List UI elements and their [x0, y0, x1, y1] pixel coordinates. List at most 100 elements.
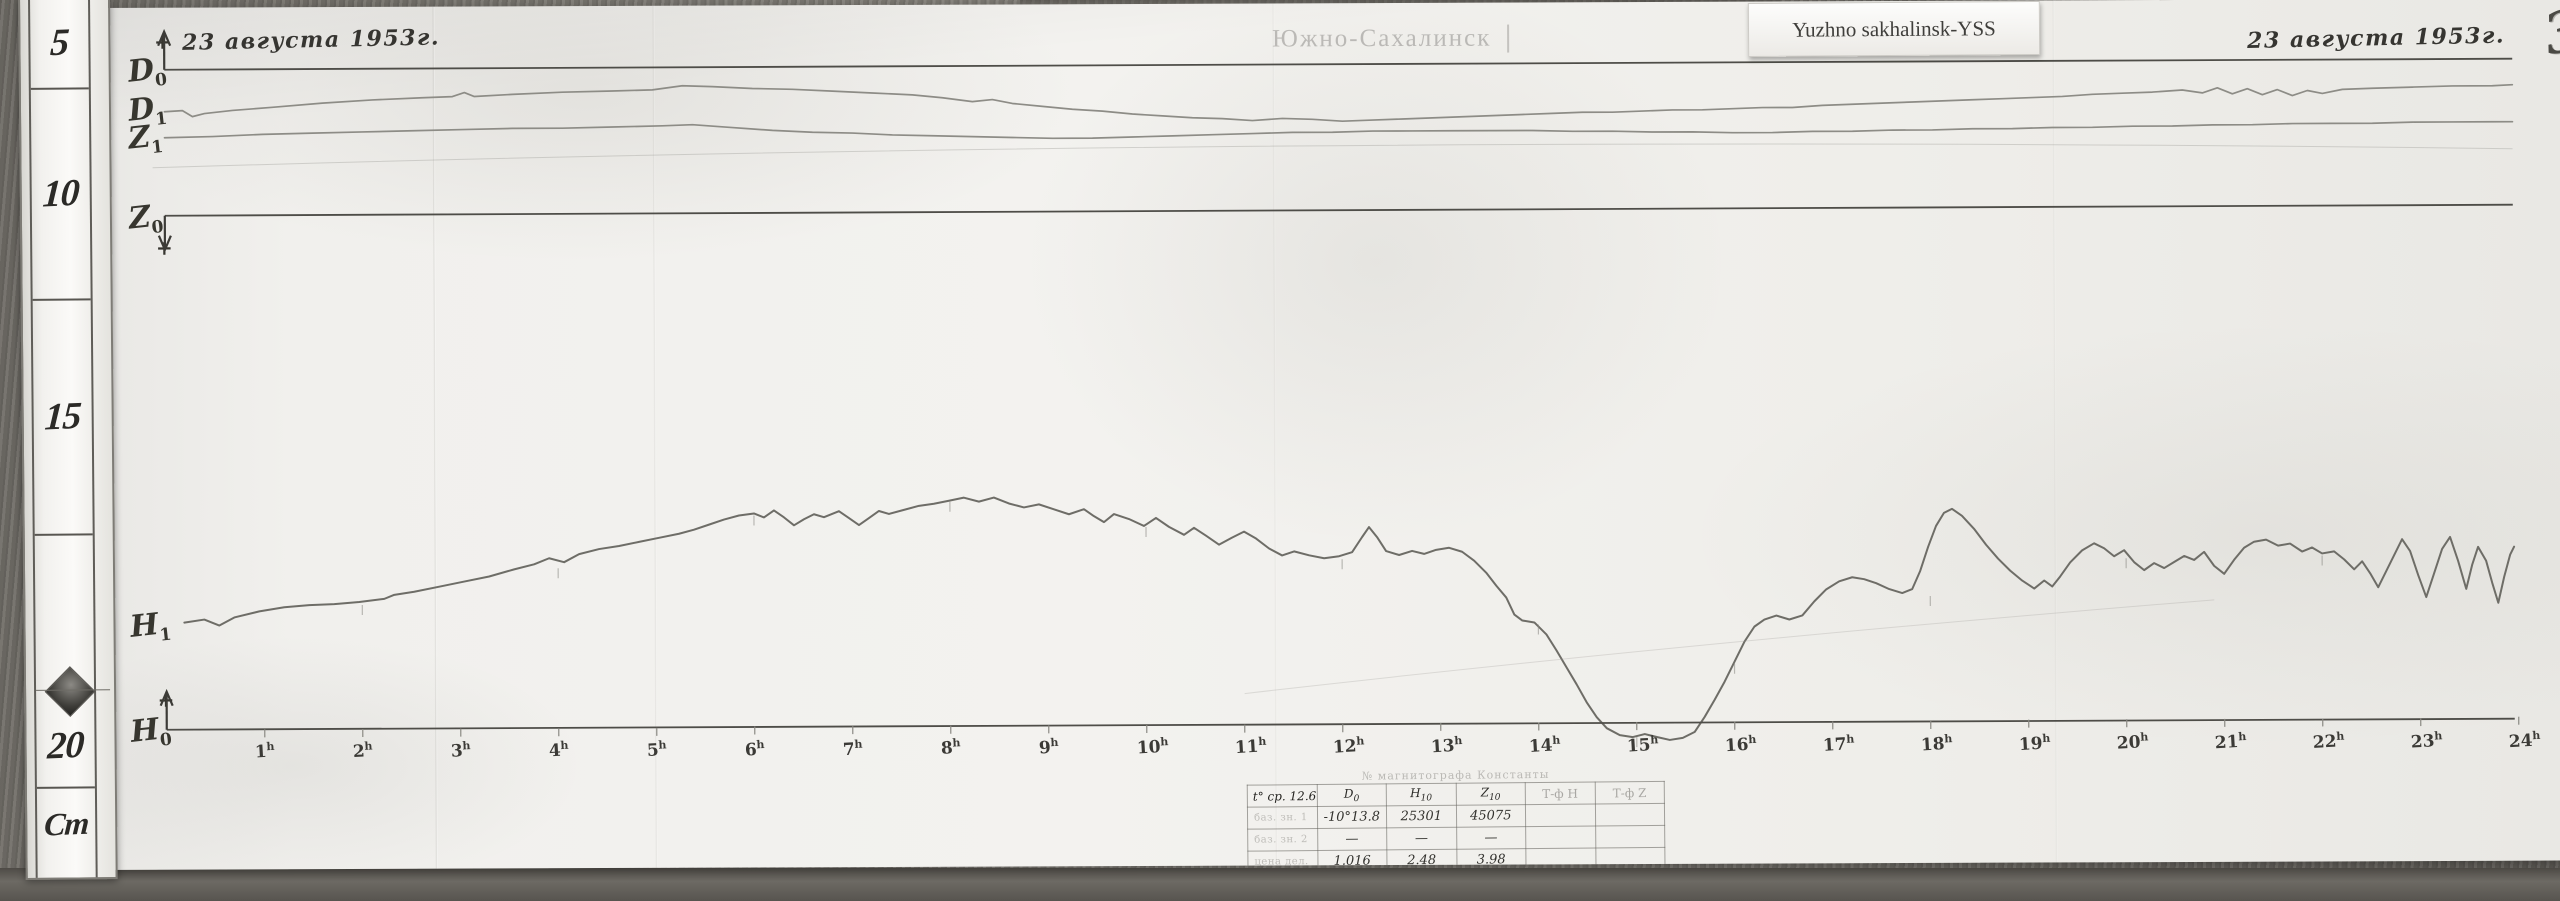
- constants-cell-r0-c3: [1525, 804, 1596, 827]
- hour-label-10: 10h: [1136, 735, 1169, 758]
- constants-cell-r1-c2: —: [1456, 826, 1526, 850]
- ruler-number: 5: [49, 21, 70, 65]
- baseline-D0: [164, 57, 2513, 71]
- hour-unit: h: [1257, 734, 1267, 749]
- hour-value: 16: [1724, 734, 1750, 757]
- hour-label-23: 23h: [2410, 729, 2443, 752]
- constants-corner-cell: t° ср. 12.6: [1247, 784, 1317, 808]
- hour-value: 20: [2116, 732, 2142, 755]
- col-letter: Z: [1480, 785, 1490, 800]
- hour-label-9: 9h: [1038, 736, 1059, 759]
- hour-unit: h: [560, 738, 569, 752]
- arrowhead-H0: [159, 688, 174, 707]
- hour-value: 9: [1038, 738, 1052, 759]
- constants-row-label: баз. зн. 2: [1247, 828, 1318, 852]
- hour-label-20: 20h: [2116, 731, 2149, 754]
- hour-label-15: 15h: [1626, 733, 1659, 756]
- hour-unit: h: [2139, 730, 2149, 745]
- ruler-cell-20: 20: [34, 533, 95, 789]
- col-sub: 0: [1353, 793, 1360, 804]
- hour-unit: h: [2531, 728, 2541, 743]
- pencil-guide-line: [152, 143, 2513, 169]
- hour-label-2: 2h: [352, 739, 373, 762]
- hour-unit: h: [1159, 735, 1169, 749]
- col-letter: H: [1410, 785, 1421, 800]
- hour-label-8: 8h: [940, 737, 961, 760]
- hour-unit: h: [1050, 736, 1059, 750]
- hour-label-18: 18h: [1920, 732, 1953, 755]
- col-sub: 10: [1420, 793, 1433, 804]
- hour-label-24: 24h: [2508, 729, 2541, 752]
- hour-value: 22: [2312, 731, 2338, 754]
- hour-unit: h: [2237, 730, 2247, 744]
- baseline-H0: [166, 717, 2515, 731]
- col-letter: D: [1343, 786, 1354, 801]
- hour-value: 10: [1136, 737, 1162, 759]
- hour-value: 15: [1626, 735, 1652, 757]
- constants-cell-r1-c4: [1595, 825, 1665, 849]
- hour-unit: h: [2041, 731, 2051, 745]
- hour-label-1: 1h: [254, 740, 275, 763]
- hour-value: 19: [2018, 733, 2044, 755]
- hour-value: 13: [1430, 736, 1456, 758]
- hour-label-12: 12h: [1332, 734, 1365, 757]
- constants-cell-r0-c2: 45075: [1455, 804, 1526, 828]
- ruler-scale: 5 10 15 20 Cm: [28, 0, 98, 878]
- hour-label-5: 5h: [646, 738, 667, 761]
- hour-unit: h: [462, 738, 471, 753]
- ruler-cell-10: 10: [30, 87, 91, 301]
- hour-label-19: 19h: [2018, 731, 2051, 754]
- constants-table: № магнитографа Константы t° ср. 12.6 D0 …: [1247, 767, 1666, 870]
- trace-H1: [183, 496, 2516, 741]
- hour-unit: h: [854, 737, 863, 751]
- hour-label-11: 11h: [1234, 735, 1267, 758]
- hour-value: 12: [1332, 736, 1358, 758]
- constants-cell-r1-c0: —: [1317, 827, 1387, 851]
- hour-label-17: 17h: [1822, 732, 1855, 755]
- hour-label-13: 13h: [1430, 734, 1463, 757]
- arrowhead-D0: [157, 28, 172, 47]
- trace-plot: [152, 28, 2520, 748]
- hour-unit: h: [1355, 734, 1365, 748]
- hour-unit: h: [2433, 729, 2443, 743]
- constants-cell-r1-c1: —: [1386, 827, 1457, 850]
- hour-unit: h: [1649, 733, 1659, 747]
- hour-value: 11: [1234, 736, 1260, 759]
- hour-label-7: 7h: [842, 737, 863, 760]
- hour-tick-group: [264, 716, 2520, 738]
- measuring-ruler: 5 10 15 20 Cm: [18, 0, 118, 880]
- hour-unit: h: [1747, 732, 1757, 747]
- hour-label-22: 22h: [2312, 730, 2345, 753]
- pencil-guide-line: [1244, 599, 2215, 695]
- constants-cell-r1-c3: [1525, 826, 1596, 849]
- hour-label-4: 4h: [548, 738, 569, 761]
- column-header-H10: H10: [1386, 783, 1456, 806]
- column-header-TfH: Т-ф H: [1525, 782, 1595, 805]
- ruler-cell-5: 5: [30, 0, 89, 90]
- column-header-D0: D0: [1316, 783, 1387, 807]
- hour-label-6: 6h: [744, 738, 765, 761]
- board-edge-bottom: [0, 868, 2560, 901]
- constants-row-label: баз. зн. 1: [1247, 806, 1318, 830]
- constants-cell-r0-c1: 25301: [1386, 805, 1457, 828]
- trace-Z1: [163, 120, 2514, 140]
- hour-value: 8: [940, 738, 954, 760]
- ruler-cell-15: 15: [32, 298, 93, 536]
- trace-D1: [163, 83, 2514, 123]
- hour-label-21: 21h: [2214, 730, 2247, 753]
- hour-unit: h: [952, 736, 961, 751]
- hour-value: 18: [1920, 733, 1946, 756]
- hour-value: 23: [2410, 731, 2436, 753]
- constants-cell-r0-c4: [1594, 803, 1665, 827]
- archive-sticker-text: Yuzhno sakhalinsk-YSS: [1792, 15, 1996, 42]
- ruler-number: 20: [46, 723, 85, 767]
- constants-cell-r0-c0: -10°13.8: [1316, 805, 1387, 829]
- constants-body: баз. зн. 1 -10°13.8 25301 45075 баз. зн. 2— —…: [1247, 803, 1666, 870]
- ruler-number: 15: [43, 394, 82, 438]
- column-header-Z10: Z10: [1455, 782, 1526, 806]
- ruler-cell-unit: Cm: [37, 786, 96, 861]
- archive-sticker: Yuzhno sakhalinsk-YSS: [1747, 0, 2041, 58]
- hour-unit: h: [1453, 733, 1463, 748]
- fiducial-pip-group: [361, 501, 2323, 748]
